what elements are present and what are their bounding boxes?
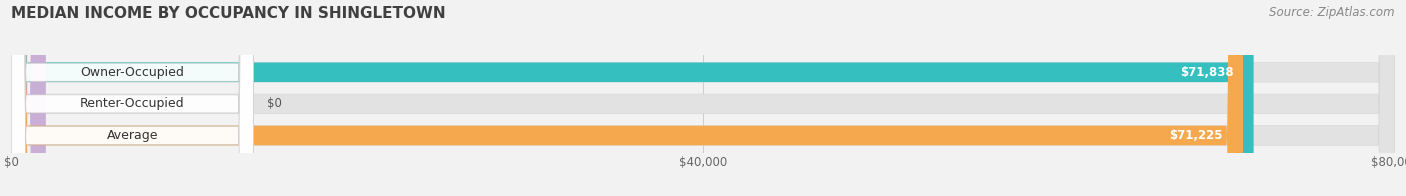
Text: Renter-Occupied: Renter-Occupied: [80, 97, 184, 110]
FancyBboxPatch shape: [11, 0, 1254, 196]
Text: Average: Average: [107, 129, 157, 142]
FancyBboxPatch shape: [11, 0, 1243, 196]
FancyBboxPatch shape: [11, 0, 253, 196]
Text: Owner-Occupied: Owner-Occupied: [80, 66, 184, 79]
Text: Source: ZipAtlas.com: Source: ZipAtlas.com: [1270, 6, 1395, 19]
Text: $71,225: $71,225: [1170, 129, 1223, 142]
Text: MEDIAN INCOME BY OCCUPANCY IN SHINGLETOWN: MEDIAN INCOME BY OCCUPANCY IN SHINGLETOW…: [11, 6, 446, 21]
FancyBboxPatch shape: [11, 0, 1395, 196]
FancyBboxPatch shape: [11, 0, 1395, 196]
Text: $0: $0: [267, 97, 283, 110]
FancyBboxPatch shape: [11, 0, 253, 196]
Text: $71,838: $71,838: [1180, 66, 1233, 79]
FancyBboxPatch shape: [11, 0, 253, 196]
FancyBboxPatch shape: [11, 0, 46, 196]
FancyBboxPatch shape: [11, 0, 1395, 196]
